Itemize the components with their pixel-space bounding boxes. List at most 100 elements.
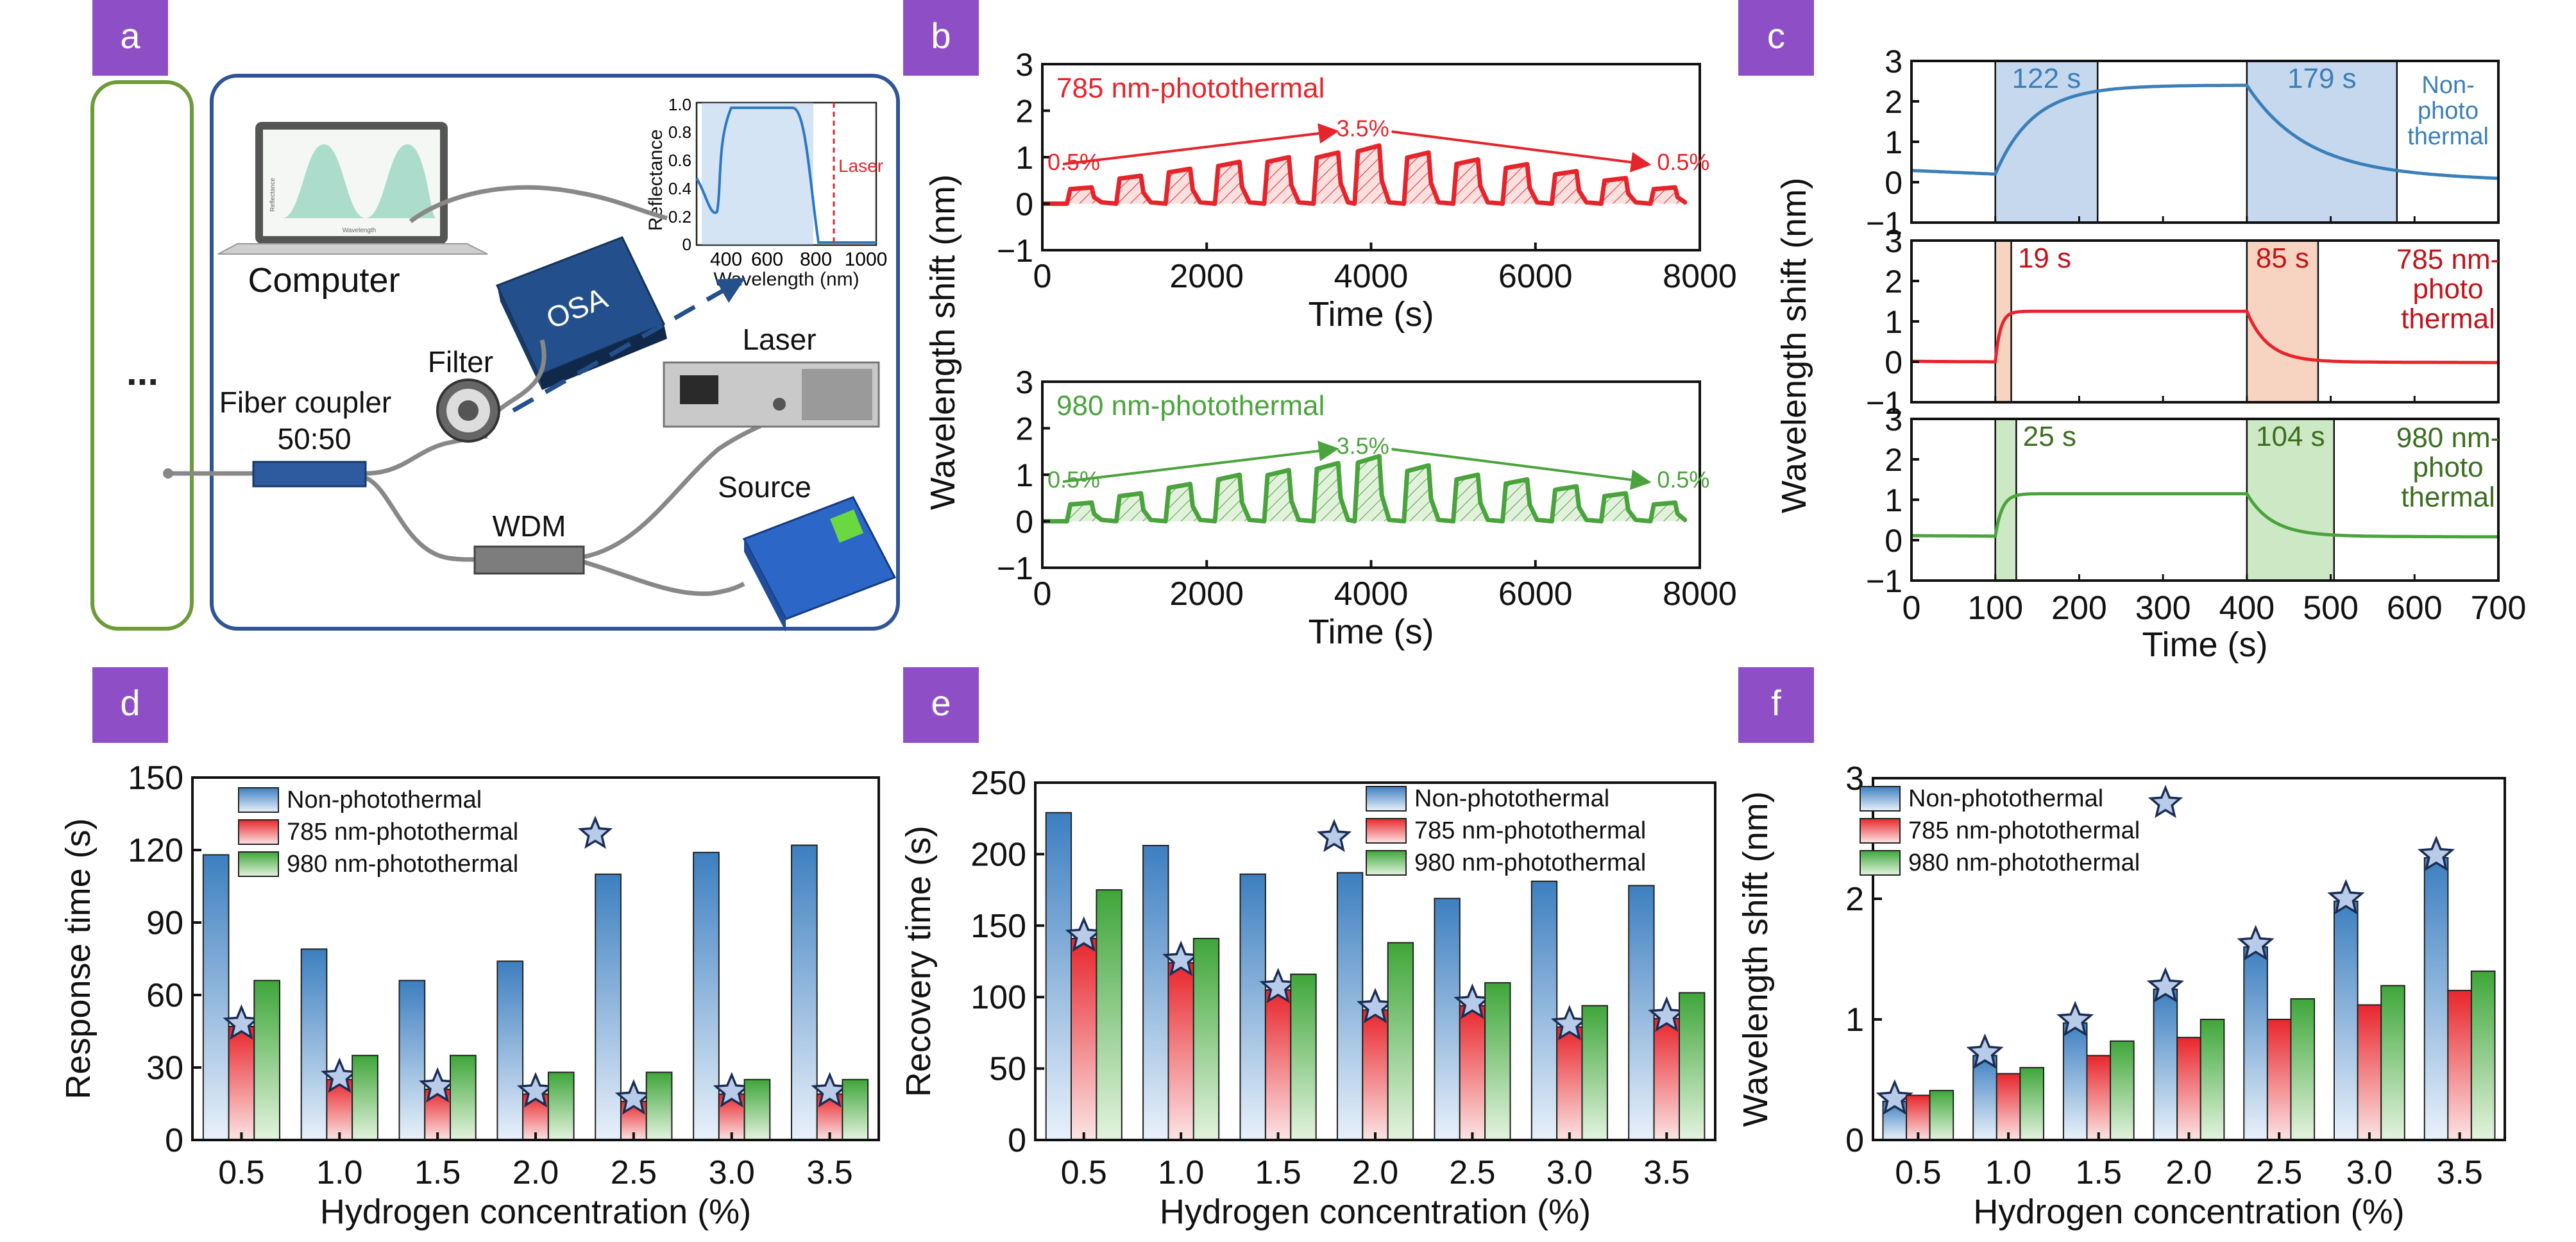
bar [1362,1009,1389,1141]
legend-label: 980 nm-photothermal [1908,849,2140,876]
x-tick-label: 0 [1033,258,1052,295]
legend-swatch [1366,818,1407,844]
bar [450,1055,477,1141]
plot-frame [1034,781,1716,1141]
star-marker [321,1057,359,1093]
y-tick-label: 150 [128,760,183,797]
x-tick-label: 3.5 [2436,1154,2482,1191]
y-tick-label: 1 [1015,140,1033,176]
x-tick-label: 600 [2387,590,2443,627]
y-tick-label: 2 [1885,442,1902,478]
bar [2266,1019,2292,1141]
signal-fill [1042,145,1685,204]
legend-label: 980 nm-photothermal [1414,849,1646,876]
y-tick-label: 1 [1885,124,1902,160]
star-marker [2146,967,2184,1003]
y-axis-label: Wavelength shift (nm) [1736,791,1775,1127]
y-tick-label: 1 [1885,482,1902,518]
signal-line [1042,454,1688,523]
y-tick-label: 3 [1885,44,1902,80]
svg-text:d: d [120,683,140,723]
response-time-label: 25 s [2023,421,2076,452]
legend-label: Non-photothermal [1908,785,2103,812]
y-tick-label: 1 [1885,304,1902,340]
inset-xlabel: Wavelength (nm) [713,269,859,290]
bar [743,1078,771,1141]
x-tick-label: 3.5 [806,1154,852,1191]
laser-label: Laser [742,323,816,356]
x-tick-label: 8000 [1663,575,1737,613]
bar [1192,937,1220,1141]
panel-label-a: a [92,0,168,76]
source-label: Source [718,470,811,504]
legend-swatch [1366,850,1407,876]
legend-swatch [1366,786,1407,812]
x-axis-label: Hydrogen concentration (%) [1973,1193,2404,1231]
chart-d: 0.5 1.0 1.5 2.0 2.5 3.0 3.5 0 30 60 90 120 150 Hydrog… [59,760,880,1231]
trend-arrow-up [1062,441,1339,483]
bar [1264,989,1292,1141]
fiber-coupler-device [252,461,367,488]
x-axis-label: Time (s) [1309,295,1434,334]
y-tick-label: −1 [1866,563,1902,599]
bar [352,1055,378,1141]
osa-device: OSA [495,236,667,390]
x-axis-label: Time (s) [1309,613,1434,651]
legend-swatch [1860,818,1901,844]
y-tick-label: 2 [1885,84,1902,120]
bar [1239,873,1266,1141]
star-marker [2417,835,2455,871]
schematic: ... Reflectance Wavelength Computer OSA … [90,74,900,632]
svg-text:f: f [1771,683,1781,723]
bar [1071,937,1097,1141]
y-tick-label: 120 [128,832,183,869]
bar [1628,885,1655,1141]
x-tick-label: 6000 [1498,258,1573,295]
star-marker [2148,785,2183,819]
schematic-frame [210,74,900,631]
y-tick-label: 0 [1845,1122,1864,1159]
bar [1929,1089,1954,1141]
bar [1556,1026,1583,1141]
inset-ytick: 0.4 [668,179,691,198]
inset-xtick: 1000 [845,249,888,270]
x-tick-label: 4000 [1334,575,1409,613]
x-tick-label: 2.5 [2256,1154,2302,1191]
y-tick-label: 0 [1885,165,1902,201]
y-tick-label: 60 [146,977,183,1014]
x-tick-label: 3.0 [2346,1154,2393,1191]
annotation-end: 0.5% [1657,149,1709,175]
fiber-computer-osa [409,185,668,223]
coupler-ratio-label: 50:50 [277,422,351,455]
x-tick-label: 0.5 [1895,1154,1941,1191]
screen-ylabel: Reflectance [269,178,276,212]
star-marker [1966,1033,2004,1069]
inset-xtick: 800 [800,249,832,270]
panel-label-e: e [903,667,979,743]
inset-ytick: 0.2 [668,207,691,226]
x-tick-label: 8000 [1663,258,1737,295]
x-tick-label: 2.5 [611,1154,657,1191]
bar [791,844,818,1141]
wdm-device [473,545,585,575]
x-tick-label: 1.5 [414,1154,461,1191]
x-axis-label: Hydrogen concentration (%) [320,1193,751,1231]
bar [1167,962,1194,1141]
panel-label-f: f [1738,667,1814,743]
star-marker [2237,924,2275,960]
bar [693,851,720,1141]
laser-device [663,361,880,428]
y-tick-label: 3 [1885,223,1902,259]
y-tick-label: 150 [970,908,1026,945]
x-tick-label: 2000 [1169,575,1244,613]
legend-label: 785 nm-photothermal [287,819,518,846]
bar [398,980,426,1141]
bar [1530,880,1558,1141]
x-tick-label: 0.5 [1061,1154,1107,1191]
bar [1653,1017,1681,1141]
svg-text:c: c [1767,15,1785,56]
bar [2470,970,2496,1141]
y-tick-label: −1 [1866,205,1902,241]
x-tick-label: 200 [2051,590,2107,627]
x-axis-label: Time (s) [2142,625,2268,664]
